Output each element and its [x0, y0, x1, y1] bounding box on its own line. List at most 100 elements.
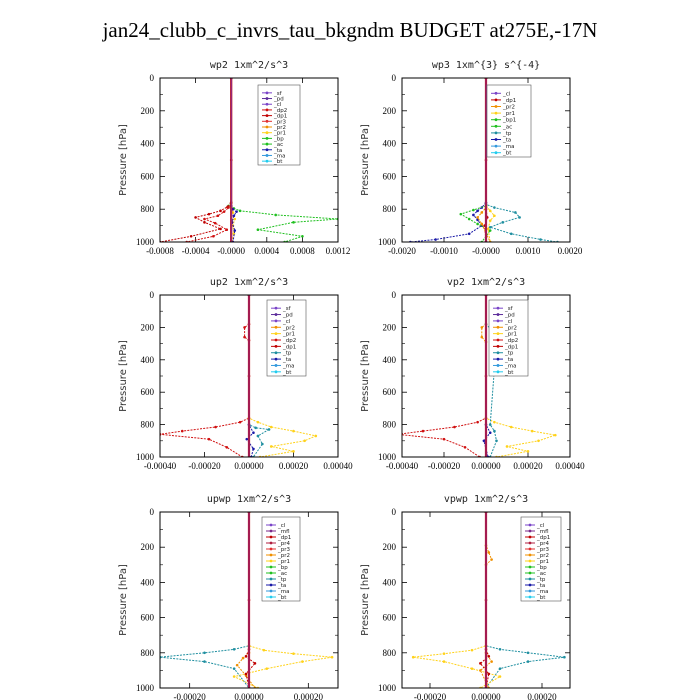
series-point-_dp2 — [243, 326, 246, 329]
page-title: jan24_clubb_c_invrs_tau_bkgndm BUDGET at… — [102, 18, 598, 42]
y-tick-label: 200 — [383, 106, 397, 116]
series-point-_bp1 — [467, 217, 471, 221]
legend-entry: _ma — [504, 363, 516, 369]
legend-marker — [494, 111, 498, 115]
legend-entry: _mfl — [277, 529, 290, 535]
series-point-_pr1 — [262, 648, 266, 652]
legend-marker — [274, 306, 278, 310]
series-point-_dp2 — [213, 221, 217, 225]
legend-marker — [496, 325, 500, 329]
y-tick-label: 200 — [141, 322, 155, 332]
y-tick-label: 600 — [383, 387, 397, 397]
x-tick-label: 0.0012 — [326, 246, 351, 256]
x-tick-label: 0.00000 — [471, 461, 501, 471]
legend-entry: _ma — [536, 589, 548, 595]
y-tick-label: 1000 — [378, 683, 397, 693]
series-point-_pr1 — [265, 667, 269, 670]
series-point-_tp — [514, 211, 517, 214]
series-point-_pr1 — [292, 429, 295, 433]
panel-frame — [401, 294, 571, 458]
legend-marker — [496, 344, 500, 348]
panel-title: wp2 1xm^2/s^3 — [210, 60, 288, 71]
legend-marker — [269, 529, 273, 533]
series-line-_pr1 — [413, 512, 502, 688]
legend-entry: _pd — [273, 97, 284, 103]
y-tick-label: 400 — [141, 355, 155, 365]
series-line-_tp — [485, 78, 558, 242]
y-axis-label: Pressure [hPa] — [360, 340, 371, 412]
y-tick-label: 400 — [141, 577, 155, 587]
legend-entry: _tp — [536, 577, 546, 583]
legend-entry: _tp — [282, 351, 292, 357]
legend-entry: _bp — [277, 565, 288, 571]
legend-entry: _tp — [502, 131, 512, 137]
series-point-_tp — [493, 429, 496, 433]
x-tick-label: -0.00040 — [386, 461, 419, 471]
series-line-_pr1 — [485, 295, 556, 457]
legend-marker — [269, 559, 273, 563]
legend-marker — [528, 595, 532, 599]
legend-marker — [528, 541, 532, 545]
legend-marker — [265, 136, 269, 140]
legend-marker — [269, 571, 273, 575]
y-tick-label: 600 — [141, 171, 155, 181]
series-point-_bp1 — [488, 229, 492, 232]
panel-1: wp2 1xm^2/s^3 Pressure [hPa] 0 200 400 600 800… — [118, 60, 350, 256]
series-point-_dp2 — [421, 429, 425, 433]
series-point-_pr1 — [493, 214, 496, 218]
legend-entry: _ma — [277, 589, 289, 595]
series-point-_pr2 — [480, 211, 484, 214]
legend-marker — [265, 108, 269, 112]
legend-marker — [528, 523, 532, 527]
legend-entry: _tp — [504, 351, 514, 357]
x-tick-label: -0.0010 — [430, 246, 458, 256]
legend-entry: _ac — [502, 124, 512, 130]
legend-entry: _pr2 — [504, 325, 517, 331]
legend-marker — [528, 535, 532, 539]
x-tick-label: 0.0010 — [516, 246, 541, 256]
series-line-_tp — [160, 512, 250, 688]
series-group — [409, 78, 559, 242]
series-point-_dp2 — [442, 437, 446, 441]
legend-marker — [528, 553, 532, 557]
legend-marker — [269, 595, 273, 599]
x-tick-label: 0.00000 — [234, 692, 264, 700]
series-point-_dp2 — [216, 214, 220, 218]
series-point-_pr1 — [509, 425, 513, 429]
legend-marker — [528, 589, 532, 593]
series-point-_pr2 — [476, 216, 479, 219]
legend-marker — [265, 131, 269, 135]
y-tick-label: 800 — [141, 648, 155, 658]
legend-marker — [269, 565, 273, 569]
panel-2: wp3 1xm^{3} s^{-4} Pressure [hPa] 0 200 400 6… — [360, 60, 583, 256]
legend-marker — [496, 364, 500, 367]
legend-marker — [274, 357, 278, 361]
x-tick-label: 0.00040 — [555, 461, 585, 471]
legend-entry: _sf — [282, 306, 292, 312]
x-tick-label: -0.0000 — [472, 246, 500, 256]
series-point-_dp2 — [225, 228, 229, 231]
series-point-_tp — [488, 225, 492, 229]
x-tick-label: 0.0008 — [290, 246, 315, 256]
legend-box — [488, 299, 529, 377]
legend-marker — [274, 332, 278, 336]
y-tick-label: 600 — [383, 171, 397, 181]
panel-frame — [401, 511, 571, 689]
series-point-_bp1 — [476, 222, 479, 226]
panel-3: up2 1xm^2/s^3 Pressure [hPa] 0 200 400 600 800… — [118, 277, 353, 471]
series-line-_tp — [485, 512, 565, 688]
series-point-_pr1 — [530, 429, 534, 433]
panel-frame — [401, 77, 571, 243]
legend-marker — [528, 565, 532, 569]
y-tick-label: 600 — [141, 613, 155, 623]
legend-entry: _cl — [502, 91, 511, 97]
series-point-_pr1 — [442, 652, 446, 655]
legend-entry: _bt — [282, 370, 292, 376]
legend-marker — [269, 589, 273, 593]
legend-marker — [494, 144, 498, 148]
series-point-_dp1 — [219, 209, 222, 213]
series-point-_tp — [526, 651, 530, 655]
series-point-_ta — [467, 232, 471, 236]
series-point-_pr1 — [505, 445, 509, 448]
series-point-_ta — [488, 431, 492, 435]
